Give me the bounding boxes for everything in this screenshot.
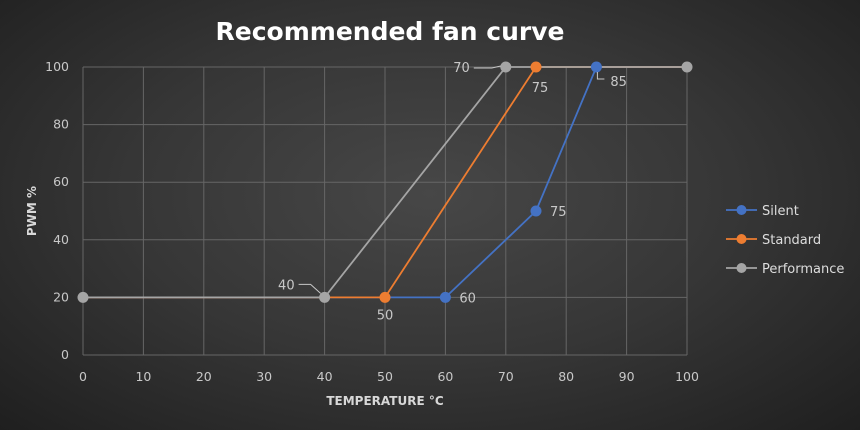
y-tick-label: 100 <box>45 59 69 74</box>
grid <box>82 66 688 356</box>
data-label: 60 <box>459 291 476 306</box>
y-axis-label: PWM % <box>25 186 39 236</box>
series-group <box>77 61 693 303</box>
leader-line <box>298 283 321 294</box>
data-point-silent <box>590 61 602 73</box>
x-tick-label: 10 <box>135 369 151 384</box>
chart-title: Recommended fan curve <box>216 17 565 46</box>
x-tick-label: 50 <box>377 369 393 384</box>
ticks: 0 10 20 30 40 50 60 70 80 90 100 0 20 40 60 80 100 <box>45 59 699 384</box>
y-tick-label: 60 <box>53 174 69 189</box>
data-label: 75 <box>532 81 549 96</box>
y-tick-label: 80 <box>53 117 69 132</box>
legend-marker-standard <box>736 234 747 244</box>
legend-label: Silent <box>762 204 799 219</box>
leader-line <box>473 65 501 69</box>
y-tick-label: 40 <box>53 232 69 247</box>
legend-marker-silent <box>736 205 747 215</box>
data-point-silent <box>530 205 542 217</box>
data-point-standard <box>379 291 391 303</box>
legend-label: Standard <box>762 233 821 248</box>
x-tick-label: 30 <box>256 369 272 384</box>
x-tick-label: 0 <box>79 369 87 384</box>
legend: Silent Standard Performance <box>726 204 844 277</box>
legend-label: Performance <box>762 262 844 277</box>
data-label: 85 <box>610 75 627 90</box>
x-tick-label: 90 <box>619 369 635 384</box>
x-tick-label: 80 <box>558 369 574 384</box>
data-point-silent <box>439 291 451 303</box>
data-point-performance <box>319 291 331 303</box>
y-tick-label: 20 <box>53 289 69 304</box>
x-axis-label: TEMPERATURE °C <box>326 394 443 408</box>
leader-line <box>596 72 605 80</box>
x-tick-label: 70 <box>498 369 514 384</box>
y-tick-label: 0 <box>61 347 69 362</box>
x-tick-label: 40 <box>317 369 333 384</box>
legend-marker-performance <box>736 263 747 273</box>
data-point-performance <box>500 61 512 73</box>
data-label: 50 <box>377 308 394 323</box>
data-point-performance <box>681 61 693 73</box>
data-labels: 60 75 85 50 75 40 70 <box>278 61 627 323</box>
x-tick-label: 100 <box>675 369 699 384</box>
data-point-performance <box>77 291 89 303</box>
data-label: 70 <box>453 61 470 76</box>
data-point-standard <box>530 61 542 73</box>
data-label: 75 <box>550 205 567 220</box>
x-tick-label: 60 <box>437 369 453 384</box>
data-label: 40 <box>278 278 295 293</box>
x-tick-label: 20 <box>196 369 212 384</box>
